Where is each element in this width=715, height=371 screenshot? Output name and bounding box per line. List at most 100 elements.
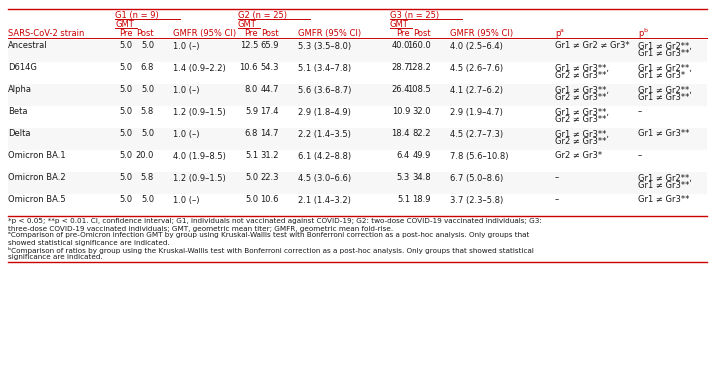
Text: 10.9: 10.9	[392, 108, 410, 116]
Text: GMT: GMT	[238, 20, 257, 29]
Text: Gr1 ≠ Gr3**: Gr1 ≠ Gr3**	[638, 129, 689, 138]
Text: 5.8: 5.8	[141, 174, 154, 183]
Text: 4.5 (2.6–7.6): 4.5 (2.6–7.6)	[450, 63, 503, 72]
Text: G3 (n = 25): G3 (n = 25)	[390, 11, 439, 20]
Text: Gr1 ≠ Gr2**,: Gr1 ≠ Gr2**,	[638, 85, 692, 95]
Text: Gr1 ≠ Gr3**: Gr1 ≠ Gr3**	[638, 181, 689, 190]
Text: 1.0 (–): 1.0 (–)	[173, 129, 199, 138]
Text: 6.4: 6.4	[397, 151, 410, 161]
Bar	[8, 128, 707, 150]
Text: 2.2 (1.4–3.5): 2.2 (1.4–3.5)	[298, 129, 351, 138]
Text: Pre: Pre	[245, 29, 258, 38]
Text: showed statistical significance are indicated.: showed statistical significance are indi…	[8, 240, 169, 246]
Text: 5.0: 5.0	[120, 85, 133, 95]
Text: 26.4: 26.4	[392, 85, 410, 95]
Text: 5.0: 5.0	[120, 174, 133, 183]
Text: 5.0: 5.0	[245, 196, 258, 204]
Text: 3.7 (2.3–5.8): 3.7 (2.3–5.8)	[450, 196, 503, 204]
Text: 6.8: 6.8	[245, 129, 258, 138]
Text: Gr2 ≠ Gr3**: Gr2 ≠ Gr3**	[555, 71, 606, 80]
Text: 5.0: 5.0	[120, 42, 133, 50]
Text: Omicron BA.2: Omicron BA.2	[8, 174, 66, 183]
Text: Post: Post	[262, 29, 279, 38]
Text: Gr1 ≠ Gr2**,: Gr1 ≠ Gr2**,	[638, 42, 692, 50]
Text: 6.7 (5.0–8.6): 6.7 (5.0–8.6)	[450, 174, 503, 183]
Text: Gr1 ≠ Gr2**,: Gr1 ≠ Gr2**,	[638, 174, 692, 183]
Text: Omicron BA.1: Omicron BA.1	[8, 151, 66, 161]
Text: 2.1 (1.4–3.2): 2.1 (1.4–3.2)	[298, 196, 351, 204]
Text: Gr1 ≠ Gr3**,: Gr1 ≠ Gr3**,	[555, 129, 609, 138]
Text: Pre: Pre	[119, 29, 133, 38]
Text: 10.6: 10.6	[260, 196, 279, 204]
Text: *p < 0.05; **p < 0.01. CI, confidence interval; G1, individuals not vaccinated a: *p < 0.05; **p < 0.01. CI, confidence in…	[8, 219, 542, 224]
Text: 5.6 (3.6–8.7): 5.6 (3.6–8.7)	[298, 85, 351, 95]
Text: Gr1 ≠ Gr3**: Gr1 ≠ Gr3**	[638, 93, 689, 102]
Text: 5.0: 5.0	[120, 151, 133, 161]
Text: 5.0: 5.0	[141, 196, 154, 204]
Text: 5.3 (3.5–8.0): 5.3 (3.5–8.0)	[298, 42, 351, 50]
Text: 28.7: 28.7	[391, 63, 410, 72]
Text: p: p	[555, 29, 561, 38]
Text: 5.0: 5.0	[245, 174, 258, 183]
Text: GMT: GMT	[390, 20, 409, 29]
Text: D614G: D614G	[8, 63, 37, 72]
Text: Gr2 ≠ Gr3*: Gr2 ≠ Gr3*	[555, 151, 602, 161]
Text: p: p	[638, 29, 644, 38]
Text: 5.0: 5.0	[141, 129, 154, 138]
Text: 32.0: 32.0	[413, 108, 431, 116]
Text: Gr1 ≠ Gr3**: Gr1 ≠ Gr3**	[638, 196, 689, 204]
Text: 1.2 (0.9–1.5): 1.2 (0.9–1.5)	[173, 108, 226, 116]
Text: Ancestral: Ancestral	[8, 42, 48, 50]
Text: significance are indicated.: significance are indicated.	[8, 253, 103, 259]
Text: 160.0: 160.0	[408, 42, 431, 50]
Text: 1.2 (0.9–1.5): 1.2 (0.9–1.5)	[173, 174, 226, 183]
Text: 7.8 (5.6–10.8): 7.8 (5.6–10.8)	[450, 151, 508, 161]
Text: Pre: Pre	[396, 29, 410, 38]
Text: G2 (n = 25): G2 (n = 25)	[238, 11, 287, 20]
Text: 5.1 (3.4–7.8): 5.1 (3.4–7.8)	[298, 63, 351, 72]
Text: GMFR (95% CI): GMFR (95% CI)	[450, 29, 513, 38]
Text: 18.9: 18.9	[413, 196, 431, 204]
Text: GMT: GMT	[115, 20, 134, 29]
Text: 5.0: 5.0	[120, 63, 133, 72]
Text: 82.2: 82.2	[413, 129, 431, 138]
Text: 4.1 (2.7–6.2): 4.1 (2.7–6.2)	[450, 85, 503, 95]
Text: Gr2 ≠ Gr3**: Gr2 ≠ Gr3**	[555, 137, 606, 146]
Text: ᵇComparison of ratios by group using the Kruskal-Wallis test with Bonferroni cor: ᵇComparison of ratios by group using the…	[8, 246, 534, 253]
Text: 14.7: 14.7	[260, 129, 279, 138]
Text: 1.0 (–): 1.0 (–)	[173, 42, 199, 50]
Text: GMFR (95% CI): GMFR (95% CI)	[173, 29, 236, 38]
Text: Alpha: Alpha	[8, 85, 32, 95]
Text: Beta: Beta	[8, 108, 27, 116]
Text: ᵃComparison of pre-Omicron infection GMT by group using Kruskal-Wallis test with: ᵃComparison of pre-Omicron infection GMT…	[8, 233, 529, 239]
Text: 4.5 (3.0–6.6): 4.5 (3.0–6.6)	[298, 174, 351, 183]
Text: 5.0: 5.0	[120, 129, 133, 138]
Text: G1 (n = 9): G1 (n = 9)	[115, 11, 159, 20]
Text: 2.9 (1.9–4.7): 2.9 (1.9–4.7)	[450, 108, 503, 116]
Text: 5.0: 5.0	[120, 196, 133, 204]
Text: 2.9 (1.8–4.9): 2.9 (1.8–4.9)	[298, 108, 351, 116]
Text: three-dose COVID-19 vaccinated individuals; GMT, geometric mean titer; GMFR, geo: three-dose COVID-19 vaccinated individua…	[8, 226, 393, 232]
Bar	[8, 83, 707, 105]
Text: 5.0: 5.0	[120, 108, 133, 116]
Text: 12.5: 12.5	[240, 42, 258, 50]
Text: 5.9: 5.9	[245, 108, 258, 116]
Text: –: –	[638, 108, 642, 116]
Text: 10.6: 10.6	[240, 63, 258, 72]
Text: 6.1 (4.2–8.8): 6.1 (4.2–8.8)	[298, 151, 351, 161]
Text: 8.0: 8.0	[245, 85, 258, 95]
Text: Post: Post	[137, 29, 154, 38]
Text: Delta: Delta	[8, 129, 31, 138]
Text: Gr1 ≠ Gr2**,: Gr1 ≠ Gr2**,	[638, 63, 692, 72]
Text: 4.0 (1.9–8.5): 4.0 (1.9–8.5)	[173, 151, 226, 161]
Text: 54.3: 54.3	[260, 63, 279, 72]
Text: 34.8: 34.8	[413, 174, 431, 183]
Text: 31.2: 31.2	[260, 151, 279, 161]
Text: 1.4 (0.9–2.2): 1.4 (0.9–2.2)	[173, 63, 226, 72]
Text: –: –	[555, 174, 559, 183]
Text: 18.4: 18.4	[392, 129, 410, 138]
Text: 5.1: 5.1	[245, 151, 258, 161]
Text: 5.8: 5.8	[141, 108, 154, 116]
Text: Omicron BA.5: Omicron BA.5	[8, 196, 66, 204]
Bar	[8, 39, 707, 62]
